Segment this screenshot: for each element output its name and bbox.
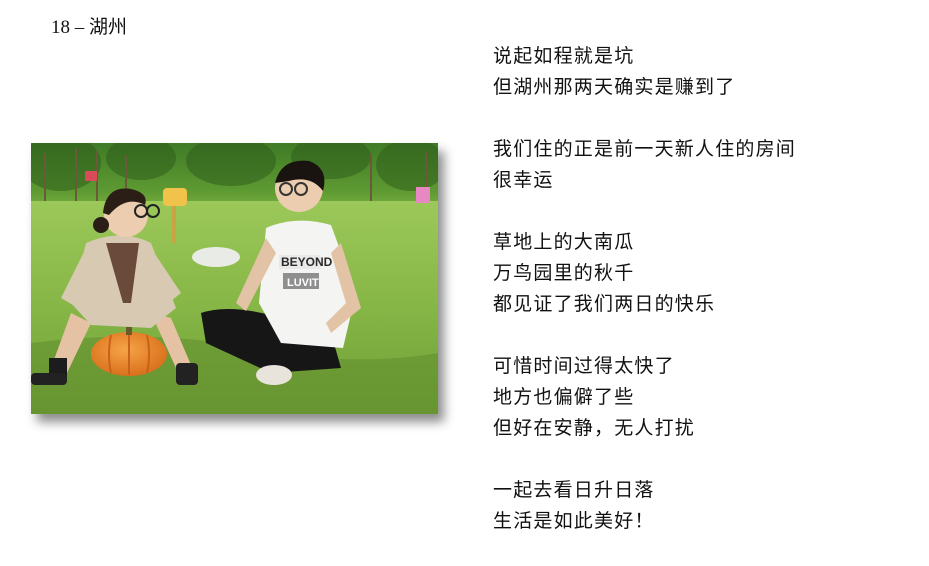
yellow-sign-post — [163, 188, 187, 243]
man-figure: BEYOND LUVIT — [201, 160, 361, 385]
stanza: 我们住的正是前一天新人住的房间 很幸运 — [493, 134, 913, 196]
stanza: 可惜时间过得太快了 地方也偏僻了些 但好在安静，无人打扰 — [493, 351, 913, 444]
poem-line: 万鸟园里的秋千 — [493, 262, 635, 284]
stanza: 说起如程就是坑 但湖州那两天确实是赚到了 — [493, 41, 913, 103]
photo-illustration: BEYOND LUVIT — [31, 143, 438, 414]
stanza: 草地上的大南瓜 万鸟园里的秋千 都见证了我们两日的快乐 — [493, 227, 913, 320]
woman-figure — [31, 188, 198, 385]
poem-line: 可惜时间过得太快了 — [493, 355, 675, 377]
poem-line: 地方也偏僻了些 — [493, 386, 635, 408]
poem-line: 都见证了我们两日的快乐 — [493, 293, 716, 315]
pumpkin — [91, 327, 167, 376]
poem-line: 但湖州那两天确实是赚到了 — [493, 76, 736, 98]
shirt-text-line1: BEYOND — [281, 255, 333, 269]
poem-line: 但好在安静，无人打扰 — [493, 417, 696, 439]
pink-sign — [416, 187, 430, 203]
poem-line: 说起如程就是坑 — [493, 45, 635, 67]
poem-line: 一起去看日升日落 — [493, 479, 655, 501]
poem-line: 很幸运 — [493, 169, 554, 191]
page-title: 18 – 湖州 — [51, 17, 128, 38]
couple-photo: BEYOND LUVIT — [31, 143, 438, 414]
poem-line: 草地上的大南瓜 — [493, 231, 635, 253]
poem: 说起如程就是坑 但湖州那两天确实是赚到了 我们住的正是前一天新人住的房间 很幸运… — [493, 41, 913, 537]
white-rock — [192, 247, 240, 267]
stanza: 一起去看日升日落 生活是如此美好！ — [493, 475, 913, 537]
poem-line: 生活是如此美好！ — [493, 510, 655, 532]
shirt-text-line2: LUVIT — [287, 277, 319, 289]
poem-line: 我们住的正是前一天新人住的房间 — [493, 138, 797, 160]
